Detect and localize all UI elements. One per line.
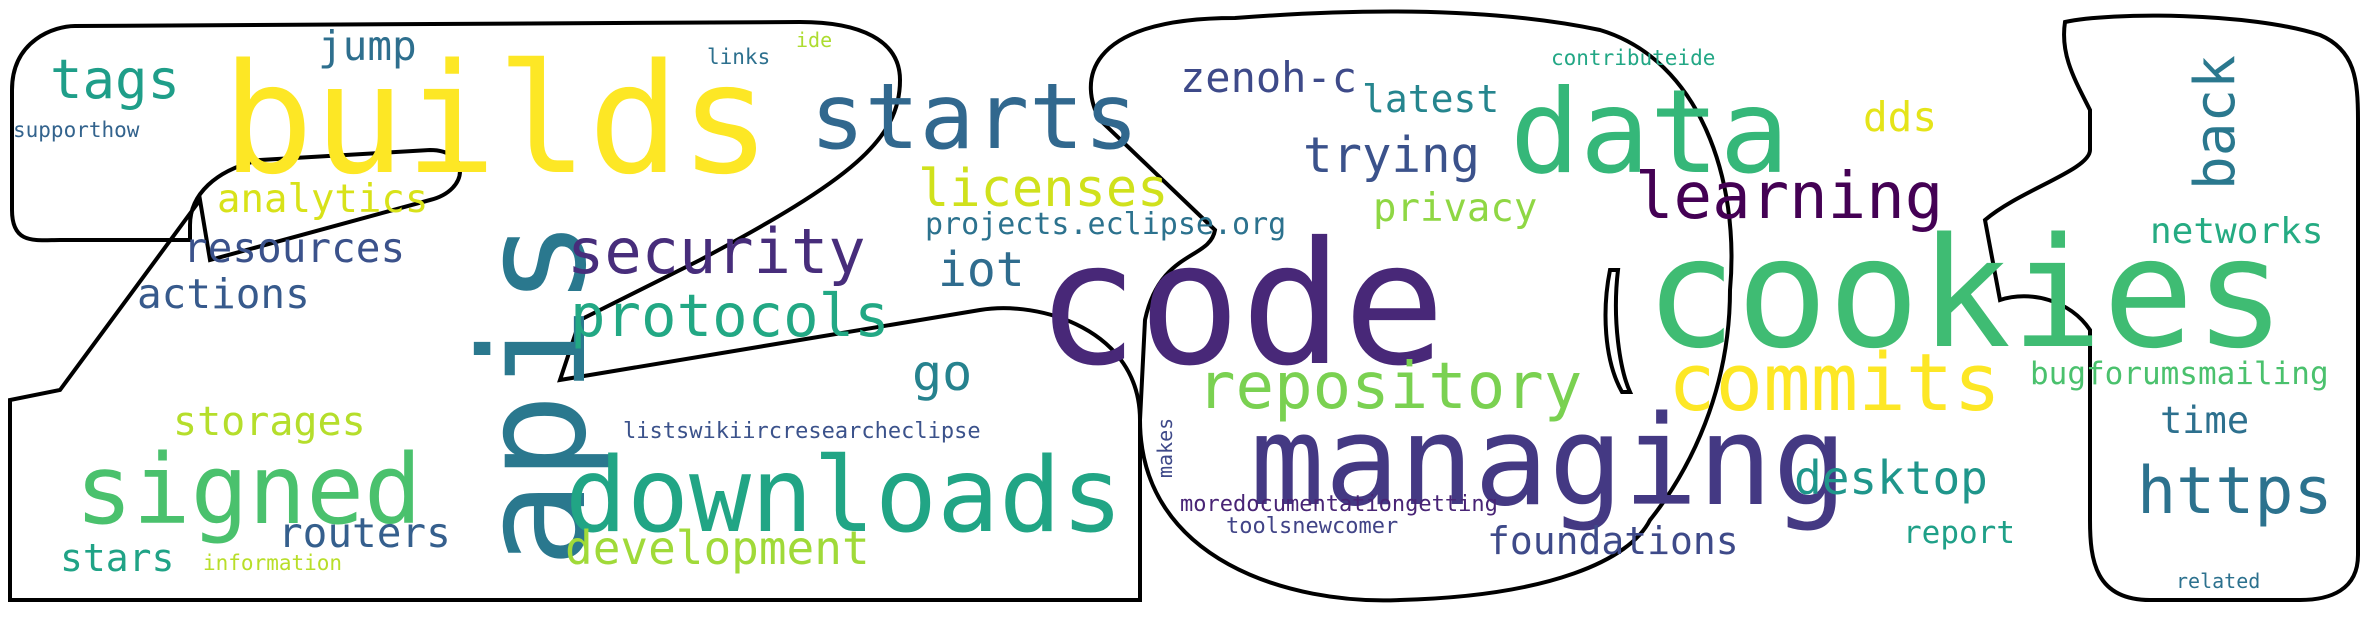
word-code: code — [1036, 206, 1446, 404]
word-development: development — [565, 521, 870, 575]
word-time: time — [2160, 399, 2250, 442]
word-resources: resources — [183, 224, 406, 272]
word-latest: latest — [1362, 77, 1500, 121]
word-tags: tags — [50, 48, 181, 111]
word-iot: iot — [938, 242, 1025, 298]
word-desktop: desktop — [1794, 451, 1988, 505]
word-listswikiircresearcheclipse: listswikiircresearcheclipse — [623, 419, 981, 444]
word-projects-eclipse-org: projects.eclipse.org — [925, 207, 1287, 242]
word-https: https — [2137, 454, 2333, 529]
word-signed: signed — [75, 434, 422, 546]
word-learning: learning — [1635, 160, 1944, 234]
outline-notch — [1603, 268, 1634, 394]
word-zenoh-c: zenoh-c — [1180, 53, 1358, 102]
word-privacy: privacy — [1373, 186, 1538, 231]
word-cookies: cookies — [1645, 205, 2286, 382]
word-downloads: downloads — [565, 436, 1124, 556]
word-actions: actions — [137, 270, 310, 318]
word-jump: jump — [318, 22, 417, 70]
word-information: information — [203, 551, 343, 575]
word-links: links — [707, 45, 771, 69]
word-supporthow: supporthow — [13, 118, 140, 142]
word-repository: repository — [1197, 350, 1583, 424]
word-bugforumsmailing: bugforumsmailing — [2030, 356, 2329, 392]
word-managing: managing — [1250, 390, 1848, 534]
outline-digit-1 — [1982, 13, 2360, 602]
word-starts: starts — [810, 65, 1139, 170]
word-storages: storages — [173, 399, 366, 445]
word-commits: commits — [1668, 337, 2001, 429]
word-makes: makes — [1153, 417, 1177, 478]
word-ide: ide — [796, 28, 833, 52]
word-data: data — [1510, 65, 1790, 200]
word-report: report — [1903, 515, 2015, 551]
word-stars: stars — [60, 536, 175, 580]
word-protocols: protocols — [570, 281, 890, 350]
word-dds: dds — [1863, 93, 1938, 141]
word-related: related — [2176, 569, 2261, 593]
outline-digit-0 — [1088, 9, 1734, 603]
word-toolsnewcomer: toolsnewcomer — [1226, 514, 1399, 539]
word-analytics: analytics — [217, 177, 429, 222]
word-networks: networks — [2150, 211, 2324, 252]
word-go: go — [912, 344, 973, 402]
word-contributeide: contributeide — [1551, 46, 1716, 70]
word-foundations: foundations — [1487, 519, 1739, 563]
word-routers: routers — [278, 509, 451, 557]
word-back: back — [2183, 55, 2248, 190]
word-security: security — [567, 215, 866, 288]
word-trying: trying — [1303, 127, 1481, 184]
word-builds: builds — [222, 31, 772, 208]
word-moredocumentationgetting: moredocumentationgetting — [1180, 492, 1498, 517]
outline-digit-2 — [8, 19, 1142, 602]
word-licenses: licenses — [918, 159, 1169, 219]
